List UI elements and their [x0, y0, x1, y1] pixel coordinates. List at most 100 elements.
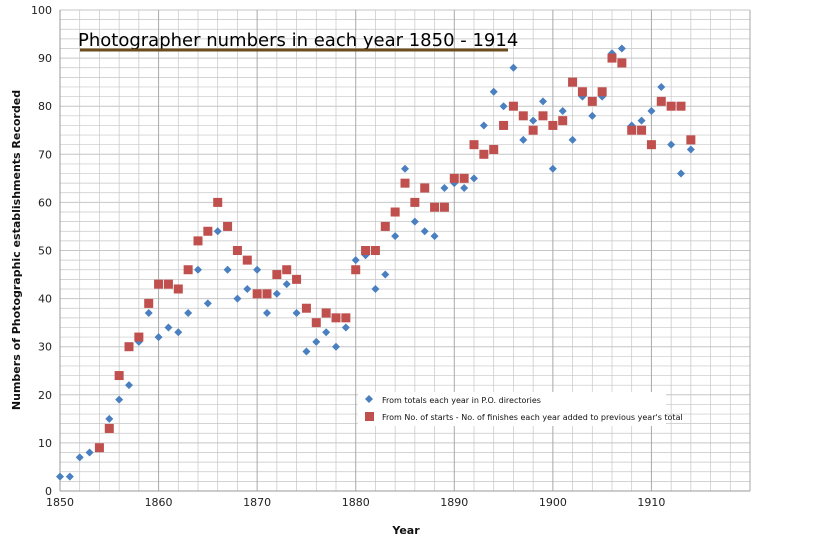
data-point-square — [617, 58, 627, 68]
series-1 — [94, 53, 696, 453]
data-point-diamond — [647, 107, 656, 116]
data-point-square — [637, 125, 647, 135]
data-point-diamond — [272, 289, 281, 298]
data-point-diamond — [401, 164, 409, 173]
data-point-square — [361, 246, 371, 255]
data-point-diamond — [65, 472, 74, 481]
x-tick-label: 1860 — [145, 496, 173, 509]
data-point-diamond — [302, 347, 311, 356]
y-tick-label: 20 — [38, 389, 52, 402]
data-point-diamond — [223, 265, 232, 274]
data-point-diamond — [558, 107, 567, 116]
data-point-square — [558, 116, 568, 126]
data-point-diamond — [440, 183, 449, 192]
data-point-diamond — [548, 164, 557, 173]
data-point-diamond — [203, 299, 212, 308]
data-point-square — [538, 111, 548, 121]
data-point-diamond — [154, 333, 163, 342]
data-point-diamond — [371, 284, 380, 293]
data-point-diamond — [75, 453, 84, 462]
data-point-diamond — [637, 116, 646, 125]
data-point-square — [528, 125, 538, 135]
data-point-diamond — [105, 414, 114, 423]
data-point-diamond — [657, 82, 666, 91]
data-point-square — [104, 423, 114, 433]
data-point-square — [282, 265, 292, 275]
data-point-square — [311, 318, 321, 328]
data-point-diamond — [332, 342, 340, 351]
data-point-square — [420, 183, 430, 193]
data-point-diamond — [292, 309, 301, 318]
data-point-square — [607, 53, 617, 63]
series-0 — [56, 44, 695, 481]
chart-title: Photographer numbers in each year 1850 -… — [78, 30, 518, 51]
data-point-square — [203, 226, 213, 236]
x-tick-label: 1870 — [243, 496, 271, 509]
data-point-square — [370, 246, 380, 255]
x-axis-title: Year — [391, 524, 420, 537]
data-point-diamond — [420, 227, 429, 236]
data-point-diamond — [410, 217, 419, 226]
data-point-square — [321, 308, 331, 318]
data-point-diamond — [233, 294, 242, 303]
y-tick-label: 70 — [38, 148, 52, 161]
data-point-square — [479, 149, 489, 159]
data-point-square — [173, 284, 183, 294]
y-tick-label: 0 — [45, 485, 52, 498]
data-point-diamond — [253, 265, 262, 274]
data-point-diamond — [479, 121, 488, 130]
data-point-square — [646, 140, 656, 150]
data-point-diamond — [184, 309, 193, 318]
data-point-square — [459, 173, 469, 183]
data-point-square — [489, 144, 499, 154]
data-point-diamond — [686, 145, 695, 154]
legend: From totals each year in P.O. directorie… — [358, 392, 683, 426]
data-point-square — [351, 265, 361, 275]
data-point-diamond — [312, 337, 321, 346]
data-point-diamond — [144, 309, 153, 318]
data-point-square — [331, 313, 341, 323]
data-point-square — [232, 246, 242, 255]
data-point-diamond — [263, 309, 271, 318]
data-point-diamond — [322, 328, 331, 337]
data-point-diamond — [588, 111, 597, 120]
x-tick-label: 1880 — [342, 496, 370, 509]
data-point-square — [676, 101, 686, 111]
data-point-square — [627, 125, 637, 135]
data-point-square — [577, 87, 587, 97]
data-point-diamond — [677, 169, 685, 178]
data-point-square — [518, 111, 528, 121]
data-point-square — [242, 255, 252, 265]
data-point-square — [469, 140, 479, 150]
y-tick-label: 80 — [38, 100, 52, 113]
data-point-diamond — [529, 116, 538, 125]
y-tick-label: 40 — [38, 293, 52, 306]
data-point-diamond — [213, 227, 222, 236]
data-point-square — [213, 197, 223, 207]
data-point-square — [390, 207, 400, 217]
data-point-diamond — [194, 265, 202, 274]
data-point-square — [252, 289, 262, 299]
data-point-diamond — [430, 232, 439, 241]
data-point-square — [499, 120, 509, 130]
data-point-diamond — [509, 63, 518, 72]
data-point-square — [223, 221, 233, 231]
data-point-diamond — [125, 381, 133, 390]
data-point-square — [292, 274, 302, 284]
data-point-diamond — [282, 280, 291, 289]
y-tick-label: 100 — [31, 4, 52, 17]
y-tick-label: 50 — [38, 245, 52, 258]
data-series — [56, 44, 696, 481]
data-point-square — [656, 96, 666, 106]
data-point-square — [548, 120, 558, 130]
data-point-diamond — [460, 183, 469, 192]
x-tick-label: 1900 — [539, 496, 567, 509]
axes — [59, 10, 750, 492]
data-point-diamond — [391, 232, 400, 241]
data-point-diamond — [539, 97, 547, 106]
data-point-square — [163, 279, 173, 289]
x-tick-label: 1890 — [440, 496, 468, 509]
data-point-diamond — [667, 140, 676, 149]
